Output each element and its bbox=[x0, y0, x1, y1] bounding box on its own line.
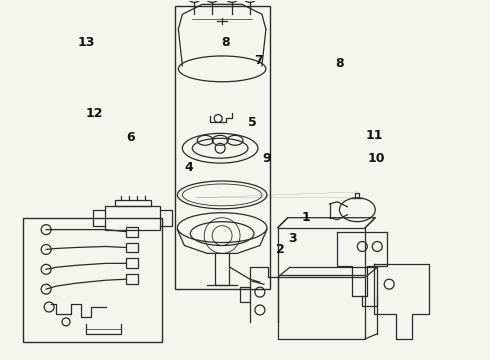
Text: 1: 1 bbox=[301, 211, 310, 224]
Bar bbox=[125, 258, 138, 268]
Text: 12: 12 bbox=[85, 107, 103, 120]
Text: 8: 8 bbox=[336, 57, 344, 71]
Bar bbox=[278, 228, 366, 275]
Text: 3: 3 bbox=[289, 233, 297, 246]
Text: 8: 8 bbox=[221, 36, 230, 49]
Text: 9: 9 bbox=[263, 152, 271, 165]
Text: 10: 10 bbox=[368, 152, 385, 165]
Text: 6: 6 bbox=[126, 131, 135, 144]
Bar bbox=[175, 6, 270, 289]
Bar bbox=[125, 243, 138, 252]
Text: 2: 2 bbox=[276, 243, 285, 256]
Text: 11: 11 bbox=[366, 129, 383, 142]
Text: 7: 7 bbox=[254, 54, 263, 67]
Bar bbox=[115, 200, 150, 206]
Bar bbox=[125, 274, 138, 284]
Text: 13: 13 bbox=[78, 36, 96, 49]
Bar bbox=[125, 227, 138, 237]
Bar bbox=[23, 218, 163, 342]
Bar bbox=[278, 277, 366, 339]
Text: 5: 5 bbox=[248, 116, 257, 129]
Bar bbox=[105, 206, 161, 230]
Text: 4: 4 bbox=[185, 161, 194, 174]
